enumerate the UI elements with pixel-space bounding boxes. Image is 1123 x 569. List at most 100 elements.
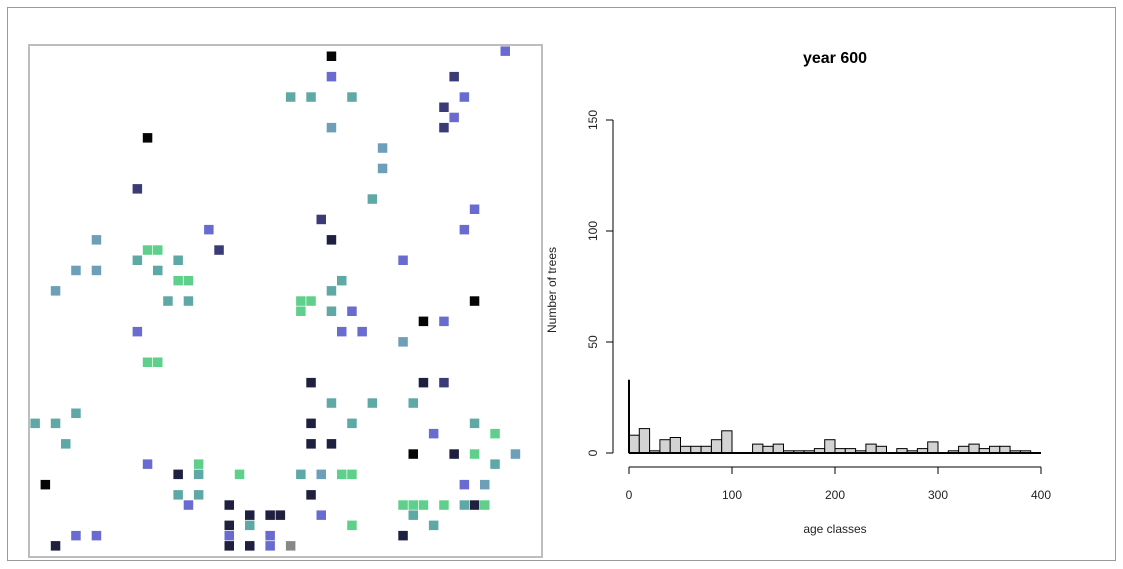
- tree-cell: [91, 265, 102, 276]
- histogram-bar: [700, 445, 712, 454]
- tree-cell: [347, 418, 357, 429]
- y-tick-label: 0: [586, 449, 600, 456]
- tree-cell: [326, 398, 337, 408]
- histogram-bar: [628, 434, 640, 454]
- histogram-bar: [752, 443, 764, 454]
- tree-cell: [224, 520, 234, 531]
- histogram-bar: [638, 428, 651, 454]
- histogram-bar: [968, 443, 980, 454]
- tree-cell: [367, 398, 378, 408]
- histogram-bar: [958, 445, 970, 454]
- tree-cell: [224, 530, 234, 541]
- tree-cell: [398, 530, 408, 541]
- x-tick-label: 400: [1031, 488, 1051, 502]
- tree-cell: [173, 469, 183, 480]
- tree-cell: [347, 306, 357, 316]
- tree-cell: [500, 46, 510, 56]
- tree-cell: [193, 469, 204, 480]
- tree-cell: [439, 377, 449, 388]
- x-tick-label: 0: [626, 488, 633, 502]
- tree-cell: [439, 102, 449, 112]
- tree-cell: [50, 541, 61, 551]
- histogram-bar: [680, 445, 692, 454]
- tree-cell: [142, 133, 153, 143]
- tree-cell: [40, 479, 51, 490]
- tree-cell: [296, 469, 306, 480]
- tree-cell: [316, 214, 326, 225]
- forest-map-svg: [30, 46, 521, 551]
- tree-cell: [480, 479, 490, 490]
- tree-cell: [347, 469, 357, 480]
- histogram-bar: [721, 430, 733, 454]
- tree-cell: [449, 112, 459, 123]
- tree-cell: [428, 520, 439, 531]
- tree-cell: [469, 500, 480, 510]
- tree-cell: [418, 377, 429, 388]
- tree-cell: [153, 245, 163, 255]
- tree-cell: [163, 296, 173, 306]
- tree-cell: [316, 469, 326, 480]
- tree-cell: [275, 510, 286, 520]
- figure-frame: [7, 7, 1116, 561]
- histogram-bar: [989, 445, 1001, 454]
- tree-cell: [326, 439, 337, 449]
- tree-cell: [377, 143, 388, 153]
- tree-cell: [408, 510, 418, 520]
- tree-cell: [193, 459, 204, 469]
- tree-cell: [132, 184, 143, 194]
- x-axis-label: age classes: [803, 522, 866, 536]
- tree-cell: [490, 459, 500, 469]
- tree-cell: [142, 245, 153, 255]
- tree-cell: [50, 418, 61, 429]
- tree-cell: [245, 520, 255, 531]
- tree-cell: [469, 296, 480, 306]
- tree-cell: [183, 296, 194, 306]
- tree-cell: [285, 541, 296, 551]
- tree-cell: [265, 541, 275, 551]
- tree-cell: [449, 449, 459, 459]
- tree-cell: [153, 265, 163, 276]
- tree-cell: [408, 500, 418, 510]
- x-tick-label: 300: [928, 488, 948, 502]
- tree-cell: [326, 306, 337, 316]
- tree-cell: [347, 92, 357, 102]
- tree-cell: [173, 275, 183, 286]
- tree-cell: [142, 459, 153, 469]
- tree-cell: [357, 326, 367, 337]
- histogram-marks: 0 100 200 300 400 0 50 100 150: [586, 110, 1051, 502]
- histogram-bar: [669, 437, 681, 454]
- tree-cell: [367, 194, 378, 204]
- histogram-bar: [927, 441, 939, 454]
- y-tick-label: 150: [586, 110, 600, 130]
- histogram-bar: [875, 445, 888, 454]
- age-histogram: year 600 age classes Number of trees 0 10…: [545, 50, 1051, 536]
- tree-cell: [459, 92, 470, 102]
- tree-cell: [459, 224, 470, 235]
- histogram-bar: [865, 443, 877, 454]
- tree-cell: [439, 500, 449, 510]
- tree-cell: [326, 122, 337, 133]
- tree-cell: [408, 449, 418, 459]
- tree-cell: [398, 500, 408, 510]
- tree-cell: [316, 510, 326, 520]
- histogram-bar: [762, 445, 774, 454]
- tree-cell: [265, 510, 275, 520]
- tree-cell: [50, 286, 61, 296]
- tree-cell: [142, 357, 153, 367]
- tree-cell: [337, 275, 347, 286]
- tree-cell: [30, 418, 40, 429]
- tree-cell: [306, 92, 316, 102]
- tree-cell: [132, 255, 143, 265]
- tree-cell: [439, 316, 449, 327]
- tree-cell: [469, 418, 480, 429]
- tree-cell: [337, 326, 347, 337]
- tree-cell: [296, 296, 306, 306]
- tree-cell: [173, 490, 183, 500]
- tree-cell: [439, 122, 449, 133]
- tree-cell: [469, 204, 480, 214]
- tree-cell: [418, 316, 429, 327]
- tree-cell: [234, 469, 245, 480]
- tree-cell: [428, 428, 439, 439]
- tree-cell: [296, 306, 306, 316]
- tree-cell: [183, 275, 194, 286]
